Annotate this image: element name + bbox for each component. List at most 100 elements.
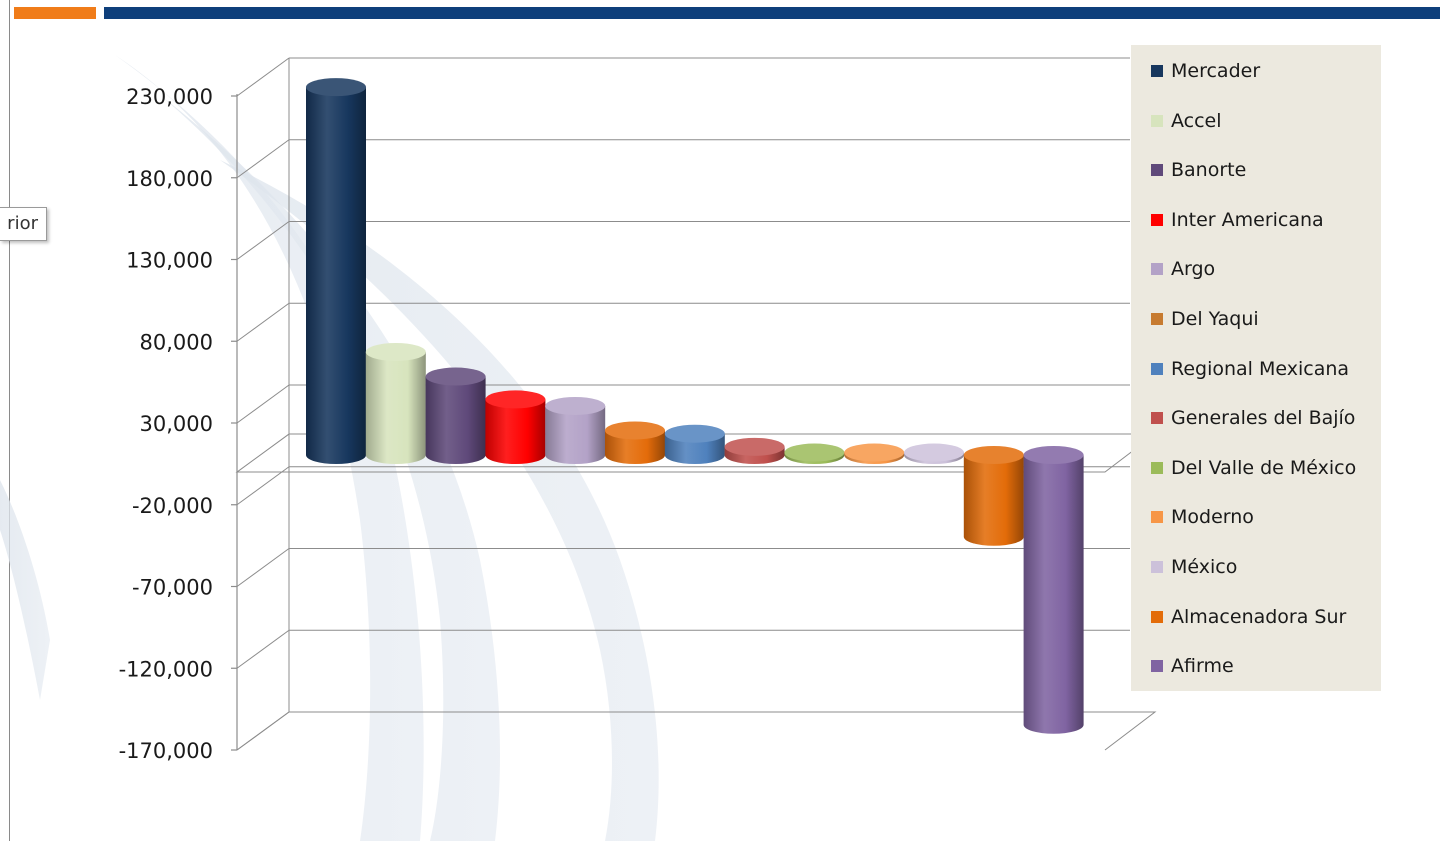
legend-label: Accel — [1171, 109, 1222, 132]
legend-item: Afirme — [1151, 653, 1234, 679]
legend-item: Almacenadora Sur — [1151, 604, 1346, 630]
legend-swatch — [1151, 213, 1163, 226]
legend-swatch — [1151, 561, 1163, 573]
y-tick-label: -20,000 — [132, 494, 213, 518]
bar-cap — [844, 443, 905, 462]
gridline-depth — [236, 221, 290, 260]
y-axis: 230,000 180,000 130,000 80,000 30,000 -20,000… — [119, 85, 238, 763]
bar-almacenadora-sur — [963, 446, 1024, 546]
bar-cap — [904, 443, 964, 462]
legend-swatch — [1151, 511, 1163, 524]
chart-legend: Mercader Accel Banorte Inter Americana Argo D… — [1131, 45, 1381, 691]
legend-item: Del Yaqui — [1151, 306, 1259, 332]
bar-del-valle-de-m-xico — [784, 443, 845, 464]
chart-floor — [236, 711, 1157, 751]
bar-body — [365, 351, 426, 464]
bar-m-xico — [904, 443, 964, 464]
legend-item: Accel — [1151, 108, 1222, 134]
bar-cap — [545, 396, 606, 415]
bar-body — [605, 430, 665, 464]
bar-cap — [784, 443, 845, 462]
watermark-stripe — [160, 95, 500, 841]
gridline-depth — [236, 548, 290, 587]
bar-regional-mexicana — [664, 424, 725, 464]
y-tick-label: -70,000 — [132, 576, 213, 600]
legend-swatch — [1151, 660, 1163, 673]
legend-swatch — [1151, 362, 1163, 375]
bar-body — [1023, 455, 1084, 734]
legend-label: Regional Mexicana — [1171, 357, 1350, 380]
gridline-depth — [236, 466, 290, 506]
gridline-depth — [236, 629, 290, 669]
legend-label: Inter Americana — [1171, 208, 1324, 231]
y-tick-label: 30,000 — [140, 412, 213, 436]
watermark-stripe — [220, 160, 659, 841]
y-tick-label: 230,000 — [126, 85, 213, 109]
bar-body — [485, 399, 546, 464]
legend-item: Inter Americana — [1151, 207, 1324, 233]
bar-cap — [425, 367, 486, 386]
y-tick-label: 130,000 — [126, 249, 213, 273]
callout-tooltip: rior — [0, 207, 47, 241]
bar-moderno — [844, 443, 905, 464]
legend-swatch — [1151, 610, 1163, 623]
bar-cap — [963, 446, 1024, 464]
gridline-depth — [236, 57, 290, 97]
legend-label: Generales del Bajío — [1171, 407, 1356, 430]
bar-accel — [365, 342, 426, 464]
bar-inter-americana — [485, 390, 546, 464]
y-tick-label: 180,000 — [126, 167, 213, 191]
gridline-depth — [236, 139, 290, 179]
bar-argo — [545, 396, 606, 464]
legend-item: Generales del Bajío — [1151, 405, 1355, 431]
bar-cap — [664, 424, 725, 443]
bar-del-yaqui — [605, 421, 665, 464]
legend-item: Mercader — [1151, 58, 1260, 84]
legend-swatch — [1151, 313, 1163, 325]
bar-cap — [485, 390, 546, 409]
bar-banorte — [425, 367, 486, 464]
y-tick-label: 80,000 — [140, 330, 213, 354]
callout-text: rior — [7, 213, 38, 234]
legend-swatch — [1151, 412, 1163, 425]
legend-label: Banorte — [1171, 159, 1247, 182]
header-accent-orange — [14, 7, 96, 19]
legend-swatch — [1151, 65, 1163, 77]
gridline-depth — [236, 384, 290, 424]
legend-label: Almacenadora Sur — [1171, 605, 1347, 628]
legend-label: México — [1171, 556, 1238, 578]
legend-swatch — [1151, 263, 1163, 276]
legend-swatch — [1151, 114, 1163, 127]
legend-label: Del Yaqui — [1171, 308, 1259, 330]
bar-cap — [1023, 446, 1084, 464]
legend-item: Del Valle de México — [1151, 455, 1356, 481]
y-tick-label: -170,000 — [119, 739, 213, 763]
watermark-stripe — [0, 480, 50, 700]
legend-item: México — [1151, 554, 1237, 580]
slide-left-border — [9, 0, 10, 841]
y-tick-label: -120,000 — [119, 657, 213, 681]
bar-body — [425, 376, 486, 464]
legend-label: Mercader — [1171, 60, 1261, 82]
chart-gridlines — [235, 57, 1157, 751]
legend-label: Argo — [1171, 258, 1216, 281]
bar-cap — [724, 437, 785, 456]
bar-cap — [605, 421, 665, 440]
legend-item: Argo — [1151, 256, 1215, 282]
bar-cap — [306, 78, 366, 97]
chart-bars — [306, 78, 1084, 734]
legend-label: Del Valle de México — [1171, 456, 1357, 479]
legend-item: Moderno — [1151, 504, 1254, 530]
bar-cap — [365, 342, 426, 361]
legend-item: Banorte — [1151, 157, 1246, 183]
bar-body — [306, 87, 366, 464]
legend-label: Afirme — [1171, 655, 1234, 678]
legend-swatch — [1151, 164, 1163, 177]
legend-swatch — [1151, 461, 1163, 474]
bar-body — [963, 455, 1024, 546]
bar-mercader — [306, 78, 366, 464]
bar-generales-del-baj-o — [724, 437, 785, 464]
header-accent-blue — [104, 7, 1440, 19]
bar-afirme — [1023, 446, 1084, 734]
